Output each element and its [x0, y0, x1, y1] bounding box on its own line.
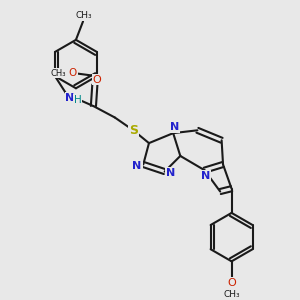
- Text: N: N: [201, 171, 211, 181]
- Text: CH₃: CH₃: [75, 11, 92, 20]
- Text: N: N: [170, 122, 179, 132]
- Text: O: O: [93, 75, 101, 85]
- Text: N: N: [65, 92, 75, 103]
- Text: O: O: [69, 68, 77, 78]
- Text: CH₃: CH₃: [50, 69, 66, 78]
- Text: N: N: [166, 168, 175, 178]
- Text: CH₃: CH₃: [224, 290, 240, 299]
- Text: O: O: [227, 278, 236, 288]
- Text: N: N: [132, 161, 142, 171]
- Text: H: H: [74, 94, 82, 104]
- Text: S: S: [129, 124, 138, 137]
